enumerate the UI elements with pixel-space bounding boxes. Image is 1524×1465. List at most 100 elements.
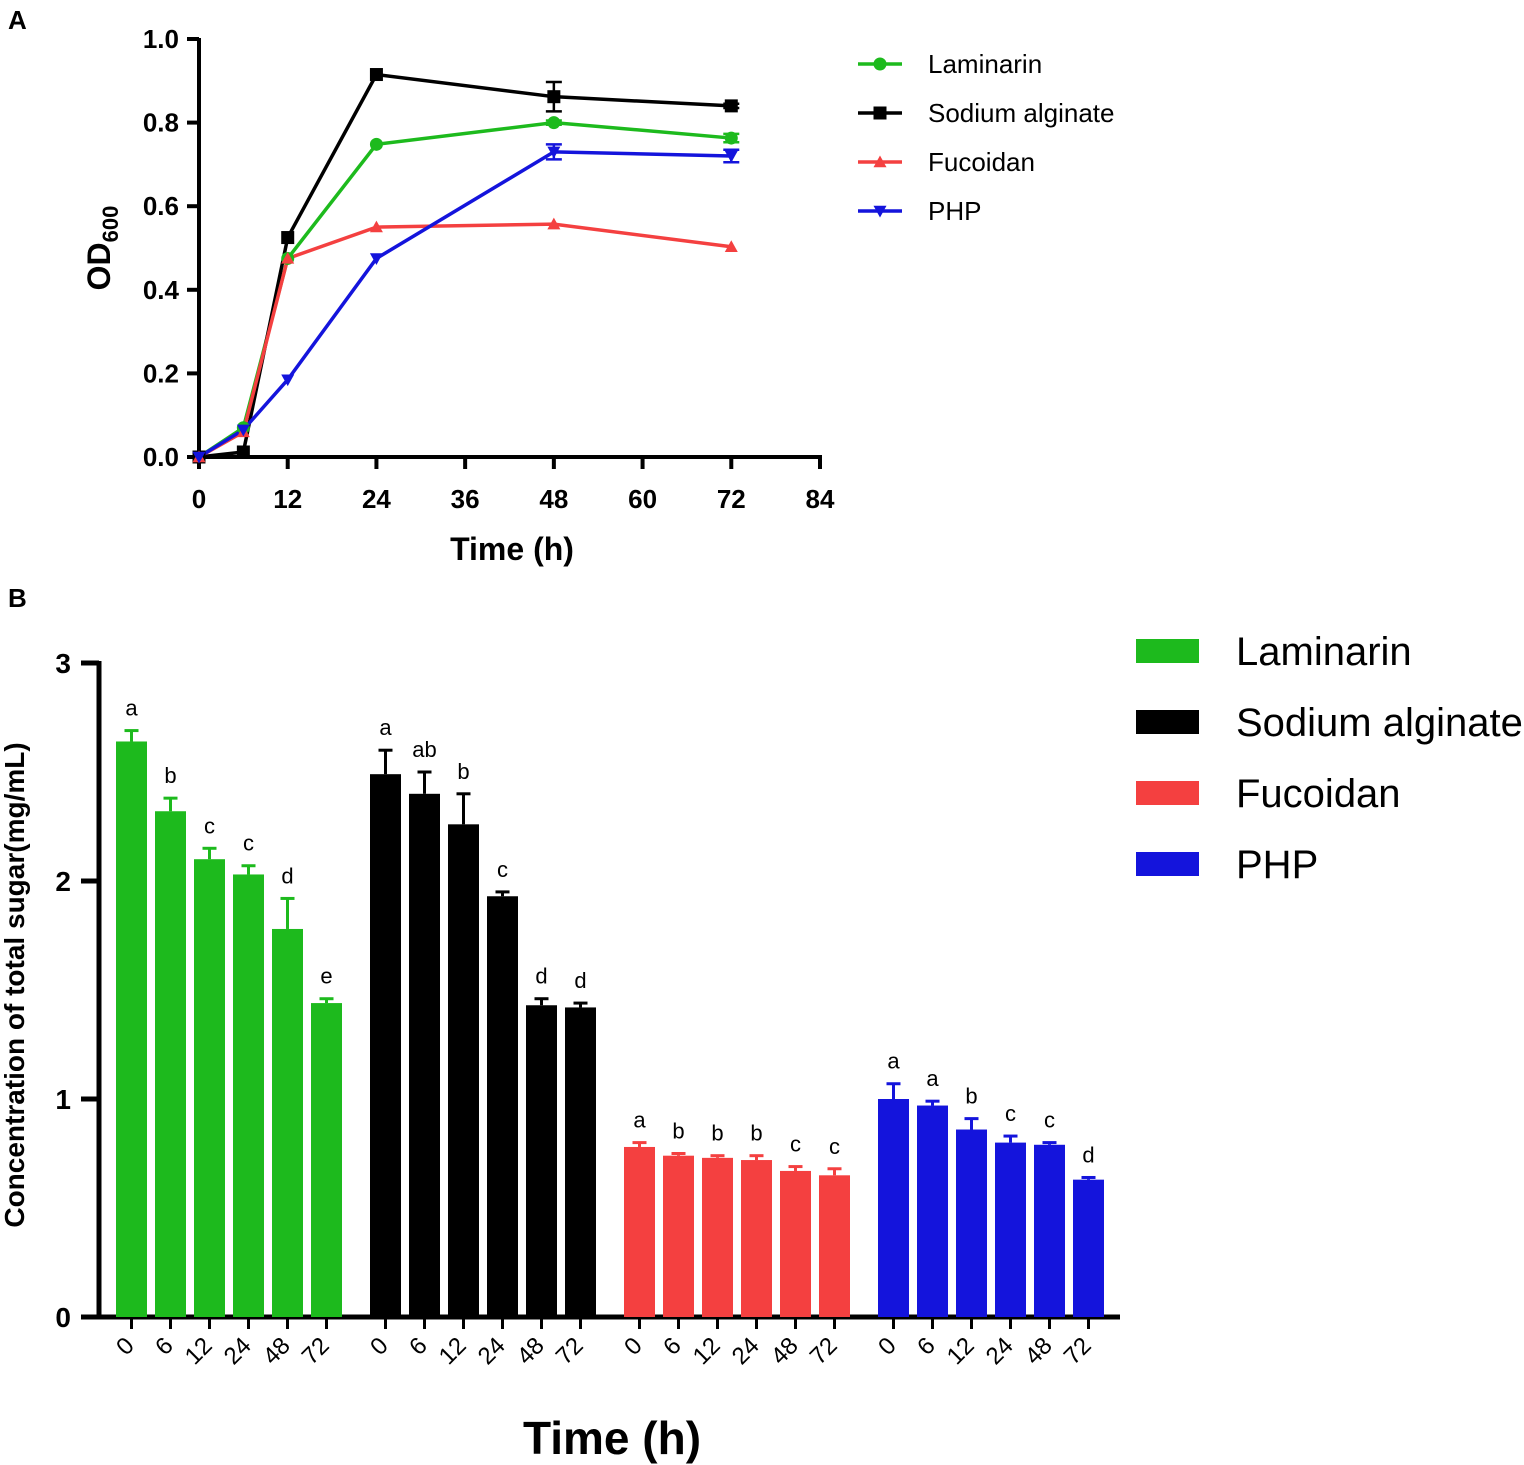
data-point bbox=[281, 374, 295, 387]
x-tick-label-b: 72 bbox=[297, 1332, 335, 1370]
y-tick-label-a: 0.4 bbox=[143, 275, 180, 305]
bar bbox=[526, 1005, 557, 1317]
legend-marker-a bbox=[873, 57, 887, 71]
x-tick-label-b: 24 bbox=[473, 1332, 511, 1370]
significance-label: d bbox=[281, 863, 293, 888]
bar bbox=[487, 896, 518, 1317]
data-point bbox=[192, 451, 206, 464]
bar bbox=[272, 928, 303, 1317]
legend-swatch-b bbox=[1136, 710, 1199, 734]
x-tick-label-b: 72 bbox=[551, 1332, 589, 1370]
data-point bbox=[369, 137, 383, 151]
bar bbox=[917, 1105, 948, 1317]
significance-label: a bbox=[926, 1066, 939, 1091]
x-tick-label-b: 6 bbox=[912, 1332, 941, 1361]
significance-label: d bbox=[1082, 1142, 1094, 1167]
x-tick-label-b: 48 bbox=[512, 1332, 550, 1370]
bar bbox=[409, 793, 440, 1317]
x-tick-label-a: 72 bbox=[717, 484, 746, 514]
significance-label: c bbox=[1005, 1101, 1016, 1126]
y-tick-label-a: 0.8 bbox=[143, 108, 179, 138]
y-axis-title-a: OD600 bbox=[81, 206, 123, 291]
data-point bbox=[236, 445, 250, 459]
x-tick-label-b: 48 bbox=[1020, 1332, 1058, 1370]
legend-marker-a bbox=[873, 205, 887, 218]
x-tick-label-b: 72 bbox=[1059, 1332, 1097, 1370]
data-point bbox=[547, 90, 561, 104]
significance-label: c bbox=[790, 1132, 801, 1157]
x-tick-label-b: 12 bbox=[688, 1332, 726, 1370]
bar bbox=[819, 1175, 850, 1317]
x-tick-label-a: 24 bbox=[362, 484, 391, 514]
x-tick-label-b: 12 bbox=[434, 1332, 472, 1370]
bar bbox=[995, 1142, 1026, 1317]
data-point bbox=[369, 68, 383, 82]
legend-marker-a bbox=[873, 155, 887, 168]
series-line bbox=[198, 222, 732, 459]
x-tick-label-b: 6 bbox=[404, 1332, 433, 1361]
x-tick-label-b: 24 bbox=[981, 1332, 1019, 1370]
x-tick-label-b: 72 bbox=[805, 1332, 843, 1370]
significance-label: b bbox=[672, 1119, 684, 1144]
legend-label-b: Laminarin bbox=[1236, 630, 1412, 674]
legend-label-b: Sodium alginate bbox=[1236, 701, 1523, 745]
x-axis-title-b: Time (h) bbox=[523, 1412, 701, 1464]
significance-label: a bbox=[887, 1049, 900, 1074]
significance-label: c bbox=[204, 813, 215, 838]
x-tick-label-b: 24 bbox=[219, 1332, 257, 1370]
bar bbox=[1034, 1144, 1065, 1317]
legend-marker-a bbox=[873, 106, 887, 120]
x-tick-label-b: 0 bbox=[111, 1332, 140, 1361]
bar bbox=[878, 1099, 909, 1317]
significance-label: c bbox=[243, 831, 254, 856]
y-tick-label-b: 3 bbox=[55, 648, 71, 679]
y-tick-label-a: 1.0 bbox=[143, 24, 179, 54]
y-axis-title-a-sub: 600 bbox=[98, 206, 123, 243]
y-axis-title-a-main: OD bbox=[81, 242, 117, 290]
data-point bbox=[281, 251, 295, 264]
panel-label-a: A bbox=[8, 5, 27, 35]
significance-label: a bbox=[633, 1108, 646, 1133]
bar bbox=[311, 1003, 342, 1317]
y-tick-label-b: 1 bbox=[55, 1084, 71, 1115]
legend-swatch-b bbox=[1136, 639, 1199, 663]
significance-label: c bbox=[1044, 1108, 1055, 1133]
significance-label: e bbox=[320, 964, 332, 989]
significance-label: d bbox=[535, 964, 547, 989]
legend-swatch-b bbox=[1136, 852, 1199, 876]
x-tick-label-b: 0 bbox=[619, 1332, 648, 1361]
bar bbox=[702, 1157, 733, 1317]
legend-swatch-b bbox=[1136, 781, 1199, 805]
data-point bbox=[547, 116, 561, 130]
y-tick-label-b: 0 bbox=[55, 1302, 71, 1333]
series-line bbox=[198, 72, 732, 459]
significance-label: b bbox=[965, 1084, 977, 1109]
bar bbox=[956, 1129, 987, 1317]
x-tick-label-a: 48 bbox=[539, 484, 568, 514]
significance-label: c bbox=[497, 857, 508, 882]
x-tick-label-a: 36 bbox=[451, 484, 480, 514]
y-tick-label-a: 0.0 bbox=[143, 442, 179, 472]
x-tick-label-b: 6 bbox=[658, 1332, 687, 1361]
significance-label: ab bbox=[412, 737, 436, 762]
data-point bbox=[724, 150, 738, 163]
bar bbox=[155, 811, 186, 1317]
x-tick-label-a: 84 bbox=[806, 484, 835, 514]
bar bbox=[233, 874, 264, 1317]
x-tick-label-b: 48 bbox=[766, 1332, 804, 1370]
bar bbox=[448, 824, 479, 1317]
significance-label: b bbox=[750, 1121, 762, 1146]
significance-label: b bbox=[457, 759, 469, 784]
legend-label-a: Laminarin bbox=[928, 49, 1042, 79]
legend-label-a: Fucoidan bbox=[928, 147, 1035, 177]
significance-label: a bbox=[379, 715, 392, 740]
bar bbox=[780, 1170, 811, 1317]
significance-label: c bbox=[829, 1134, 840, 1159]
y-tick-label-b: 2 bbox=[55, 866, 71, 897]
data-point bbox=[547, 217, 561, 230]
significance-label: b bbox=[711, 1121, 723, 1146]
bar bbox=[624, 1146, 655, 1317]
x-tick-label-a: 0 bbox=[192, 484, 206, 514]
